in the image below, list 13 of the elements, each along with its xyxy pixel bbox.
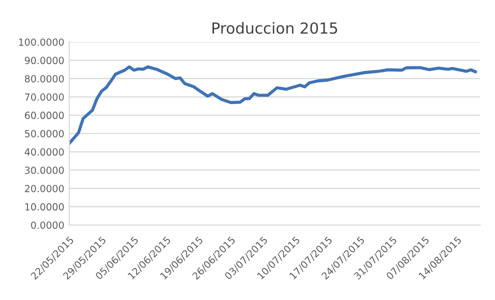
y-tick-label: 0.0000 xyxy=(31,221,64,229)
y-tick-label: 60.0000 xyxy=(24,112,64,120)
y-tick-label: 10.0000 xyxy=(25,203,64,211)
y-tick-label: 80.0000 xyxy=(24,75,64,82)
y-tick-label: 90.0000 xyxy=(24,56,64,64)
line-series xyxy=(69,65,478,145)
y-tick-label: 70.0000 xyxy=(25,93,64,101)
y-tick-label: 20.0000 xyxy=(24,184,64,192)
y-tick-label: 100.0000 xyxy=(19,38,64,46)
y-tick-label: 50.0000 xyxy=(24,130,64,138)
y-tick-label: 30.0000 xyxy=(24,166,64,174)
chart-title: Produccion 2015 xyxy=(212,22,338,34)
y-tick-label: 40.0000 xyxy=(24,148,64,156)
